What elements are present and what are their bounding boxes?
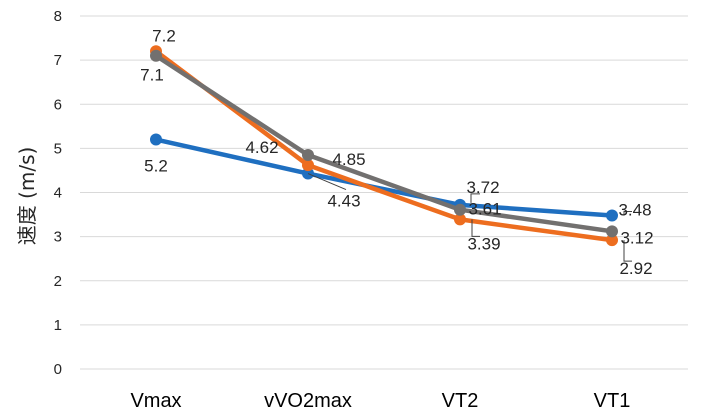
y-tick-label: 2 xyxy=(54,273,62,290)
y-tick-label: 8 xyxy=(54,8,62,25)
data-point xyxy=(454,213,466,226)
leader-line xyxy=(471,219,480,237)
y-axis-ticks: 0 1 2 3 4 5 6 7 8 xyxy=(54,8,62,378)
data-point xyxy=(302,159,314,172)
series-group xyxy=(150,45,618,247)
data-label: 4.62 xyxy=(245,138,278,157)
label-leader-lines xyxy=(307,173,632,262)
data-label: 3.61 xyxy=(468,200,501,219)
leader-line xyxy=(470,193,480,203)
x-axis-categories: Vmax vVO2max VT2 VT1 xyxy=(130,390,630,412)
data-point xyxy=(606,234,618,247)
data-point xyxy=(606,209,618,222)
data-point xyxy=(606,225,618,238)
y-tick-label: 7 xyxy=(54,52,62,69)
x-category-label: VT2 xyxy=(442,390,479,412)
data-label: 3.48 xyxy=(618,200,651,219)
data-point xyxy=(150,133,162,146)
y-tick-label: 0 xyxy=(54,361,62,378)
x-category-label: VT1 xyxy=(594,390,631,412)
series-line-1 xyxy=(153,137,615,218)
series-line-2 xyxy=(153,49,615,243)
y-axis-label: 速度 (m/s) xyxy=(15,147,39,246)
data-label: 7.1 xyxy=(140,66,164,85)
data-label: 3.39 xyxy=(467,234,500,253)
x-category-label: vVO2max xyxy=(264,390,352,412)
data-label: 4.85 xyxy=(332,150,365,169)
data-point xyxy=(454,203,466,216)
data-label: 3.12 xyxy=(620,228,653,247)
y-tick-label: 5 xyxy=(54,140,62,157)
data-label: 3.72 xyxy=(466,178,499,197)
data-label: 5.2 xyxy=(144,157,168,176)
data-label: 7.2 xyxy=(152,26,176,45)
leader-line xyxy=(623,210,632,216)
y-tick-label: 3 xyxy=(54,229,62,246)
data-label: 2.92 xyxy=(619,259,652,278)
y-tick-label: 4 xyxy=(54,185,62,202)
data-point xyxy=(150,49,162,62)
x-category-label: Vmax xyxy=(130,390,181,412)
y-tick-label: 6 xyxy=(54,96,62,113)
data-labels: 5.2 4.43 3.72 3.48 7.2 4.62 3.39 2.92 7.1 4.85 3.6… xyxy=(140,26,653,278)
leader-line xyxy=(623,240,632,262)
data-label: 4.43 xyxy=(327,192,360,211)
leader-line xyxy=(307,173,347,190)
series-line-3 xyxy=(153,53,615,234)
data-point xyxy=(302,148,314,161)
y-tick-label: 1 xyxy=(54,317,62,334)
